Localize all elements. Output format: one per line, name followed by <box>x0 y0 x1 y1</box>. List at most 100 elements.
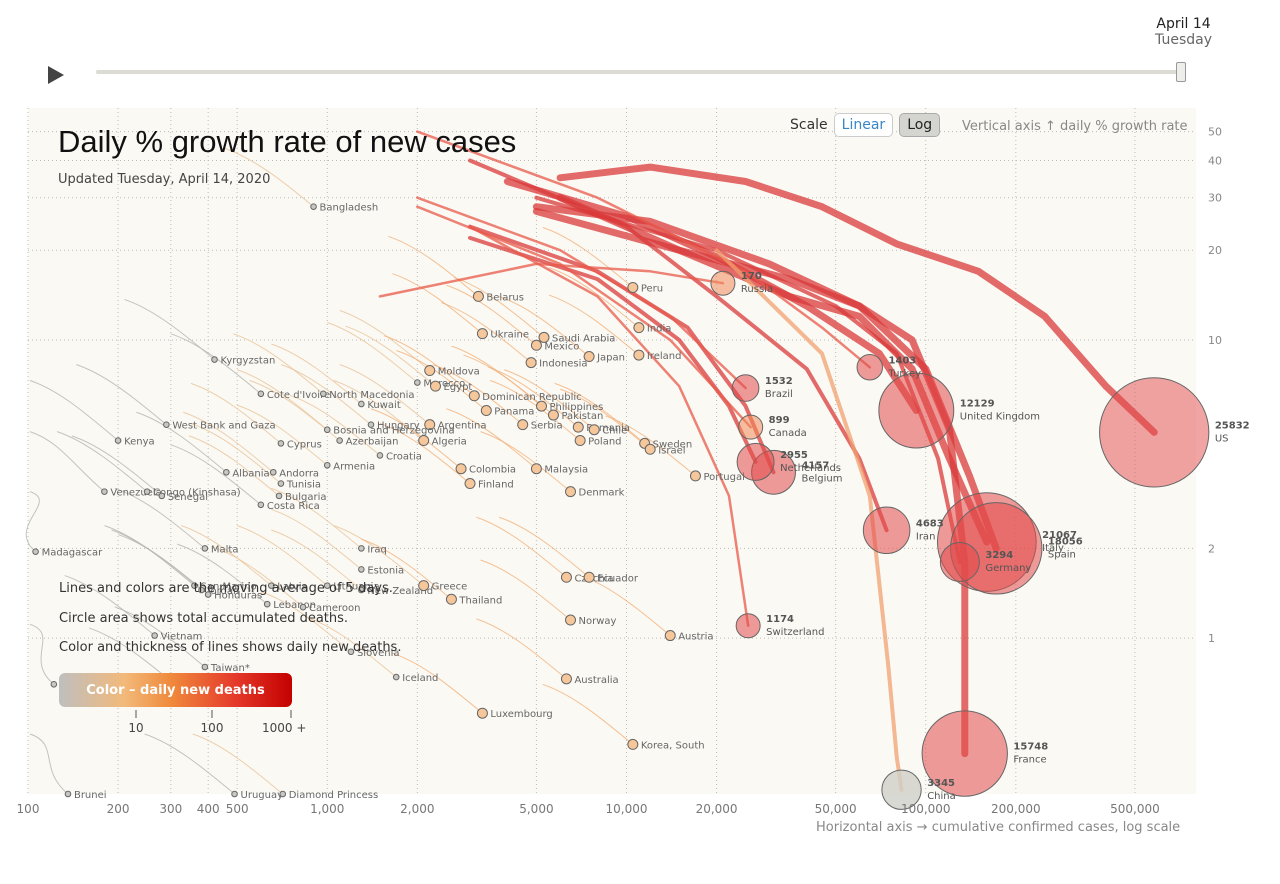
bubble-germany[interactable] <box>939 541 980 583</box>
point-colombia[interactable] <box>455 463 467 475</box>
point-congo-kinshasa-[interactable] <box>143 488 151 495</box>
bubble-iran[interactable] <box>862 506 911 555</box>
bubble-switzerland[interactable] <box>735 613 761 639</box>
point-ecuador[interactable] <box>583 571 595 583</box>
country-label: Mexico <box>544 341 579 352</box>
point-ukraine[interactable] <box>476 328 488 340</box>
point-diamond-princess[interactable] <box>279 790 287 798</box>
point-croatia[interactable] <box>376 452 384 459</box>
point-czechia[interactable] <box>560 571 572 583</box>
bubble-turkey[interactable] <box>856 354 883 381</box>
point-lebanon[interactable] <box>263 600 271 608</box>
bubble-united-kingdom[interactable] <box>878 372 955 449</box>
point-pakistan[interactable] <box>547 409 559 421</box>
point-tunisia[interactable] <box>277 480 285 487</box>
point-finland[interactable] <box>464 478 476 490</box>
point-romania[interactable] <box>572 421 584 433</box>
scale-log-button[interactable]: Log <box>899 113 941 137</box>
point-australia[interactable] <box>560 673 572 685</box>
scale-linear-button[interactable]: Linear <box>833 113 894 137</box>
point-malta[interactable] <box>201 545 209 552</box>
point-bulgaria[interactable] <box>275 492 283 500</box>
point-armenia[interactable] <box>323 461 331 469</box>
point-albania[interactable] <box>223 468 230 476</box>
minor-trail <box>327 322 418 383</box>
point-korea-south[interactable] <box>627 738 639 750</box>
point-kyrgyzstan[interactable] <box>211 356 218 363</box>
point-serbia[interactable] <box>517 419 529 431</box>
point-azerbaijan[interactable] <box>336 437 343 444</box>
note-moving-average: Lines and colors are the moving average … <box>59 581 393 596</box>
point-venezuela[interactable] <box>101 488 108 495</box>
point-cameroon[interactable] <box>299 603 307 611</box>
bubble-france[interactable] <box>921 710 1008 797</box>
play-button[interactable] <box>42 62 68 88</box>
point-israel[interactable] <box>644 443 656 455</box>
timeline-slider[interactable] <box>96 70 1186 74</box>
minor-trail <box>29 623 55 685</box>
point-philippines[interactable] <box>536 400 548 412</box>
point-bangladesh[interactable] <box>310 203 317 210</box>
point-belarus[interactable] <box>472 290 484 302</box>
point-moldova[interactable] <box>424 365 436 377</box>
point-indonesia[interactable] <box>525 357 537 369</box>
point-bosnia-and-herzegovina[interactable] <box>323 426 331 434</box>
point-malaysia[interactable] <box>530 463 542 475</box>
point-west-bank-and-gaza[interactable] <box>163 421 170 428</box>
bubble-canada[interactable] <box>738 414 764 440</box>
point-san-marino[interactable] <box>191 582 198 589</box>
point-cote-d-ivoire[interactable] <box>257 390 265 398</box>
bubble-brazil[interactable] <box>731 374 760 402</box>
point-argentina[interactable] <box>424 419 436 431</box>
point-thailand[interactable] <box>445 593 457 605</box>
point-japan[interactable] <box>583 351 595 363</box>
point-latvia[interactable] <box>267 582 275 589</box>
point-lithuania[interactable] <box>323 582 331 589</box>
point-taiwan-[interactable] <box>201 663 209 671</box>
point-greece[interactable] <box>418 580 430 592</box>
point-algeria[interactable] <box>418 435 430 447</box>
point-iceland[interactable] <box>392 673 400 681</box>
point-vietnam[interactable] <box>151 632 158 639</box>
point-senegal[interactable] <box>158 492 166 500</box>
point-dominican-republic[interactable] <box>468 390 480 402</box>
point-estonia[interactable] <box>358 566 365 573</box>
point-chile[interactable] <box>588 424 600 436</box>
point-uruguay[interactable] <box>231 790 238 798</box>
point-mexico[interactable] <box>530 339 542 351</box>
point-iraq[interactable] <box>358 545 365 552</box>
point-morocco[interactable] <box>414 379 421 386</box>
timeline-slider-handle[interactable] <box>1176 62 1186 82</box>
minor-trails <box>25 147 696 795</box>
point-saudi-arabia[interactable] <box>538 331 550 343</box>
point-ireland[interactable] <box>633 349 645 361</box>
point-norway[interactable] <box>565 614 577 626</box>
point-hungary[interactable] <box>367 421 375 428</box>
point-costa-rica[interactable] <box>257 501 265 509</box>
bubble-netherlands[interactable] <box>736 442 775 481</box>
point-new-zealand[interactable] <box>358 586 365 594</box>
point-honduras[interactable] <box>204 591 212 598</box>
point-kuwait[interactable] <box>358 400 365 408</box>
point-andorra[interactable] <box>269 468 277 476</box>
point-luxembourg[interactable] <box>476 707 488 719</box>
point-panama[interactable] <box>480 405 492 417</box>
point-cambodia[interactable] <box>50 680 58 688</box>
point-north-macedonia[interactable] <box>319 390 327 398</box>
point-denmark[interactable] <box>565 486 577 498</box>
point-jordan[interactable] <box>198 586 205 594</box>
point-peru[interactable] <box>627 281 639 293</box>
bubble-us[interactable] <box>1099 377 1210 488</box>
point-egypt[interactable] <box>429 380 441 392</box>
point-portugal[interactable] <box>689 470 701 482</box>
point-poland[interactable] <box>574 435 586 447</box>
bubble-china[interactable] <box>881 769 922 810</box>
point-madagascar[interactable] <box>32 548 39 555</box>
point-kenya[interactable] <box>114 437 122 444</box>
bubble-russia[interactable] <box>710 270 736 296</box>
point-cyprus[interactable] <box>277 440 285 447</box>
point-austria[interactable] <box>664 630 676 642</box>
point-brunei[interactable] <box>64 790 72 798</box>
point-slovenia[interactable] <box>347 648 355 656</box>
point-india[interactable] <box>633 322 645 334</box>
